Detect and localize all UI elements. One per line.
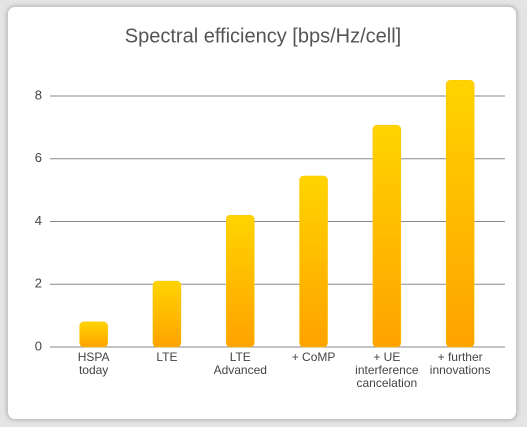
bar — [79, 321, 108, 348]
x-tick-label: + CoMP — [291, 350, 336, 364]
x-tick-label: LTE Advanced — [213, 350, 267, 377]
y-tick-label: 8 — [35, 87, 42, 102]
x-tick-label: HSPA today — [77, 350, 110, 377]
y-tick-label: 0 — [35, 338, 42, 353]
y-tick-label: 6 — [35, 150, 42, 165]
x-tick-label: + further innovations — [429, 350, 491, 377]
chart-title: Spectral efficiency [bps/Hz/cell] — [125, 25, 401, 47]
y-tick-label: 4 — [35, 213, 42, 228]
bar — [299, 175, 328, 348]
bar — [226, 214, 255, 348]
bar — [445, 80, 475, 348]
x-tick-label: LTE — [156, 350, 178, 364]
bar — [372, 124, 402, 348]
y-tick-label: 2 — [35, 276, 42, 291]
bar — [152, 280, 182, 348]
x-tick-label: + UE interference cancelation — [355, 350, 419, 390]
chart-panel — [7, 6, 517, 420]
